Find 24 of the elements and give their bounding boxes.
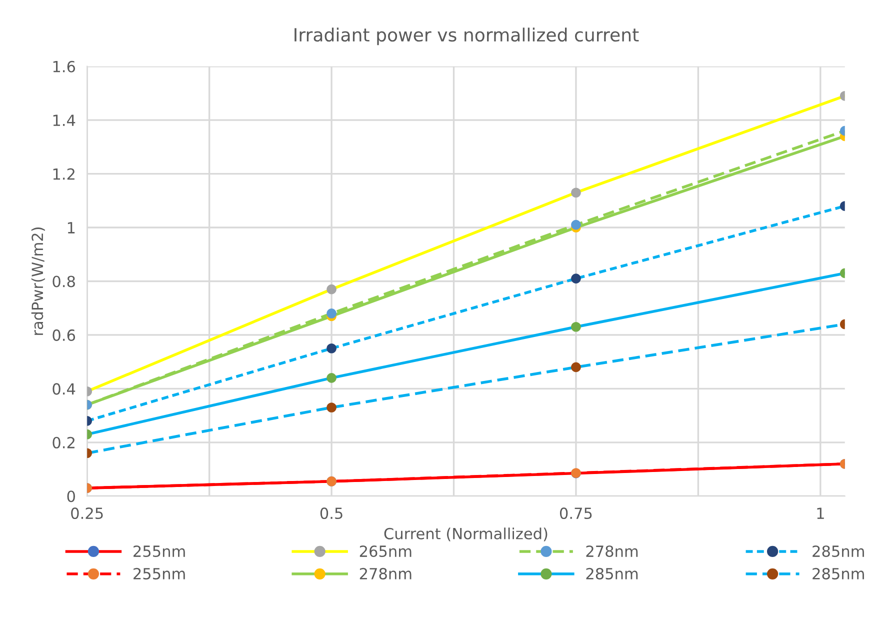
- x-tick-label: 0.5: [320, 508, 342, 520]
- x-axis-title: Current (Normallized): [384, 528, 548, 542]
- y-tick-label: 0.2: [52, 436, 74, 448]
- legend-label: 265nm: [360, 545, 412, 558]
- legend-label: 255nm: [134, 568, 185, 580]
- legend-label: 285nm: [812, 545, 864, 558]
- y-tick-label: 0.8: [52, 276, 75, 288]
- legend-label: 278nm: [586, 545, 638, 558]
- chart-title: Irradiant power vs normallized current: [294, 28, 639, 46]
- y-tick-label: 0.6: [52, 329, 76, 341]
- legend-label: 285nm: [812, 568, 864, 580]
- y-axis-title: radPwr(W/m2): [31, 228, 45, 335]
- y-tick-label: 1.2: [53, 168, 74, 180]
- legend-label: 278nm: [360, 568, 412, 580]
- x-tick-label: 1: [817, 508, 824, 519]
- x-tick-label: 0.25: [71, 508, 103, 520]
- y-tick-label: 0.4: [52, 383, 76, 395]
- y-tick-label: 0: [67, 490, 75, 502]
- legend-label: 255nm: [134, 545, 185, 558]
- y-tick-label: 1.4: [53, 114, 76, 126]
- y-tick-label: 1: [68, 222, 75, 234]
- legend-label: 285nm: [586, 568, 638, 580]
- x-tick-label: 0.75: [560, 508, 592, 520]
- y-tick-label: 1.6: [53, 60, 76, 72]
